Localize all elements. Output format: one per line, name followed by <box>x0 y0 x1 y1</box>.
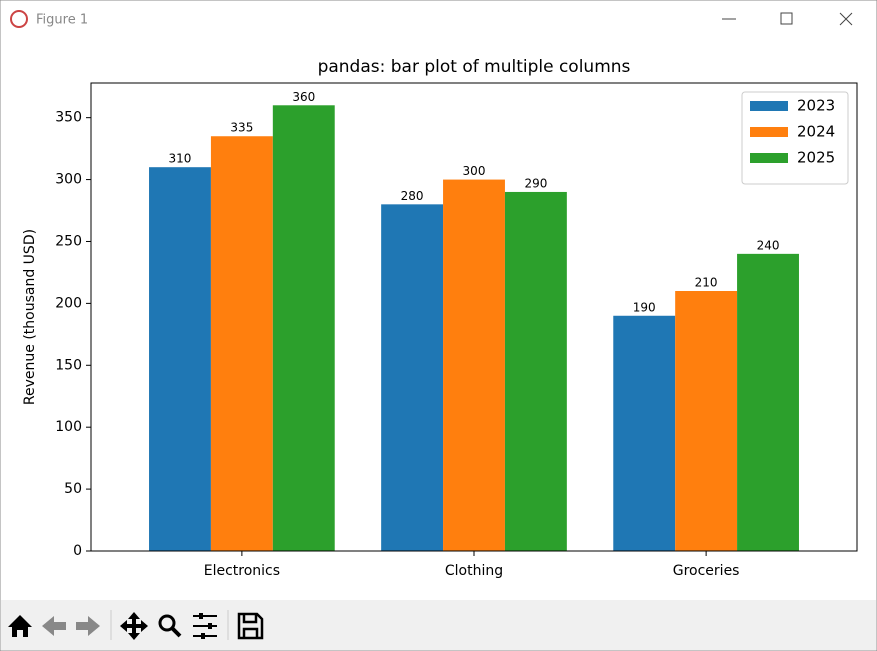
axes-frame <box>90 82 858 552</box>
bar <box>675 291 738 551</box>
zoom-handle <box>170 626 182 638</box>
legend-swatch <box>750 153 788 163</box>
close-button[interactable] <box>839 12 853 26</box>
home-button[interactable] <box>8 615 32 637</box>
value-label: 190 <box>633 300 656 314</box>
bar <box>272 105 335 552</box>
legend-label: 2024 <box>797 123 835 141</box>
toolbar-icons <box>8 610 264 640</box>
save-button[interactable] <box>237 612 264 640</box>
x-tick-label: Groceries <box>673 563 740 579</box>
bar <box>737 253 799 551</box>
bar <box>210 136 273 551</box>
x-tick-label: Electronics <box>204 563 280 579</box>
value-label: 300 <box>463 164 486 178</box>
maximize-button[interactable] <box>780 12 793 25</box>
bar <box>443 179 505 552</box>
legend-label: 2025 <box>797 149 835 167</box>
value-label: 290 <box>524 176 547 190</box>
y-axis-label: Revenue (thousand USD) <box>22 229 38 405</box>
y-tick-label: 300 <box>55 172 82 188</box>
x-tick-label: Clothing <box>445 563 503 579</box>
value-label: 360 <box>292 90 315 104</box>
value-label: 210 <box>695 276 718 290</box>
slider <box>208 623 212 629</box>
bar <box>504 191 567 551</box>
chart-title: pandas: bar plot of multiple columns <box>318 57 631 77</box>
plot: pandas: bar plot of multiple columns Rev… <box>22 57 858 579</box>
title-bar <box>1 1 876 38</box>
value-label: 280 <box>401 189 424 203</box>
legend-swatch <box>750 127 788 137</box>
slider <box>201 633 205 639</box>
forward-button[interactable] <box>76 616 100 636</box>
bar <box>381 204 444 552</box>
pan-button[interactable] <box>120 612 148 640</box>
value-label: 335 <box>230 121 253 135</box>
bar <box>613 315 676 551</box>
value-label: 240 <box>757 238 780 252</box>
y-tick-label: 350 <box>55 110 82 126</box>
window-title: Figure 1 <box>36 13 88 28</box>
app-icon <box>10 10 28 28</box>
value-label: 310 <box>169 152 192 166</box>
y-tick-label: 200 <box>55 295 82 311</box>
y-tick-label: 150 <box>55 357 82 373</box>
y-tick-label: 0 <box>73 543 82 559</box>
y-tick-label: 250 <box>55 233 82 249</box>
zoom-button[interactable] <box>158 614 176 632</box>
y-tick-label: 50 <box>64 481 82 497</box>
slider <box>199 613 203 619</box>
back-button[interactable] <box>42 616 66 636</box>
bar <box>149 167 211 551</box>
legend-label: 2023 <box>797 97 835 115</box>
legend-swatch <box>750 101 788 111</box>
y-tick-label: 100 <box>55 419 82 435</box>
